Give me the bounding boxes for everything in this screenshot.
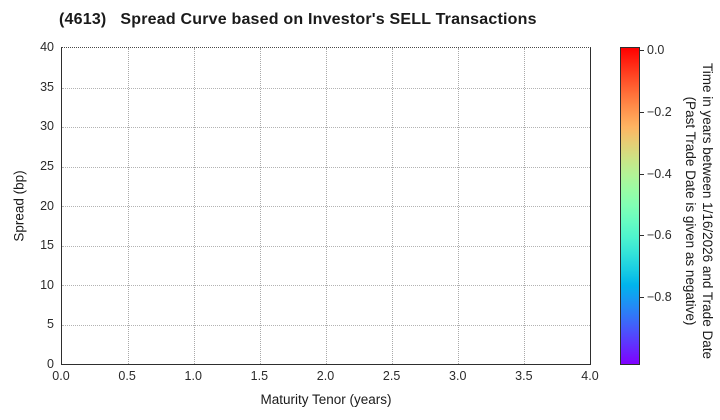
x-tick-label: 0.0 — [52, 369, 70, 383]
colorbar-tick-label: −0.8 — [647, 290, 672, 305]
gridline-vertical — [128, 48, 129, 364]
gridline-vertical — [392, 48, 393, 364]
colorbar-tick-label: 0.0 — [647, 43, 665, 58]
x-tick-label: 1.0 — [184, 369, 202, 383]
x-tick-label: 1.5 — [250, 369, 269, 383]
y-tick-label: 20 — [40, 198, 54, 213]
x-tick-label: 3.0 — [449, 369, 467, 383]
y-tick-label: 30 — [40, 119, 54, 134]
gridline-vertical — [260, 48, 261, 364]
colorbar-ticks: 0.0 −0.2 −0.4 −0.6 −0.8 — [640, 43, 700, 365]
gridline-vertical — [194, 48, 195, 364]
gridline-horizontal — [62, 87, 590, 89]
y-tick-label: 35 — [40, 79, 54, 94]
colorbar-tick-label: −0.2 — [647, 104, 672, 119]
colorbar-label-line1: Time in years between 1/16/2026 and Trad… — [700, 63, 715, 359]
x-tick-label: 4.0 — [581, 369, 599, 383]
colorbar-tickmark — [640, 235, 644, 237]
colorbar-tickmark — [640, 297, 644, 299]
x-tick-label: 2.5 — [382, 369, 401, 383]
colorbar-tickmark — [640, 111, 644, 113]
x-axis-label: Maturity Tenor (years) — [260, 392, 392, 407]
gridline-horizontal — [62, 127, 590, 128]
colorbar-tickmark — [640, 173, 644, 175]
y-tick-label: 25 — [40, 158, 54, 173]
x-axis-ticks: 0.0 0.5 1.0 1.5 2.0 2.5 3.0 3.5 4.0 — [52, 369, 598, 384]
y-tick-label: 40 — [40, 40, 54, 54]
y-tick-label: 10 — [40, 277, 54, 292]
gridline-horizontal — [62, 245, 590, 247]
gridline-vertical — [524, 48, 525, 364]
x-tick-label: 2.0 — [316, 369, 335, 383]
gridline-horizontal — [62, 285, 590, 286]
colorbar-tick-label: −0.6 — [647, 228, 672, 243]
y-tick-label: 15 — [40, 238, 54, 253]
gridline-horizontal — [62, 324, 590, 326]
colorbar — [620, 47, 640, 365]
y-tick-label: 0 — [47, 357, 54, 371]
y-axis-ticks: 0 5 10 15 20 25 30 35 40 — [0, 40, 54, 371]
gridline-vertical — [458, 48, 459, 364]
colorbar-label-line2: (Past Trade Date is given as negative) — [683, 96, 698, 326]
plot-area — [61, 47, 591, 365]
colorbar-tickmark — [640, 50, 644, 52]
gridline-vertical — [326, 48, 327, 364]
y-tick-label: 5 — [47, 317, 54, 332]
x-tick-label: 3.5 — [515, 369, 533, 383]
colorbar-tick-label: −0.4 — [647, 166, 672, 181]
gridline-horizontal — [62, 206, 590, 207]
x-tick-label: 0.5 — [118, 369, 136, 383]
colorbar-label: Time in years between 1/16/2026 and Trad… — [682, 63, 716, 359]
gridline-horizontal — [62, 166, 590, 168]
chart-title: (4613) Spread Curve based on Investor's … — [59, 11, 537, 28]
